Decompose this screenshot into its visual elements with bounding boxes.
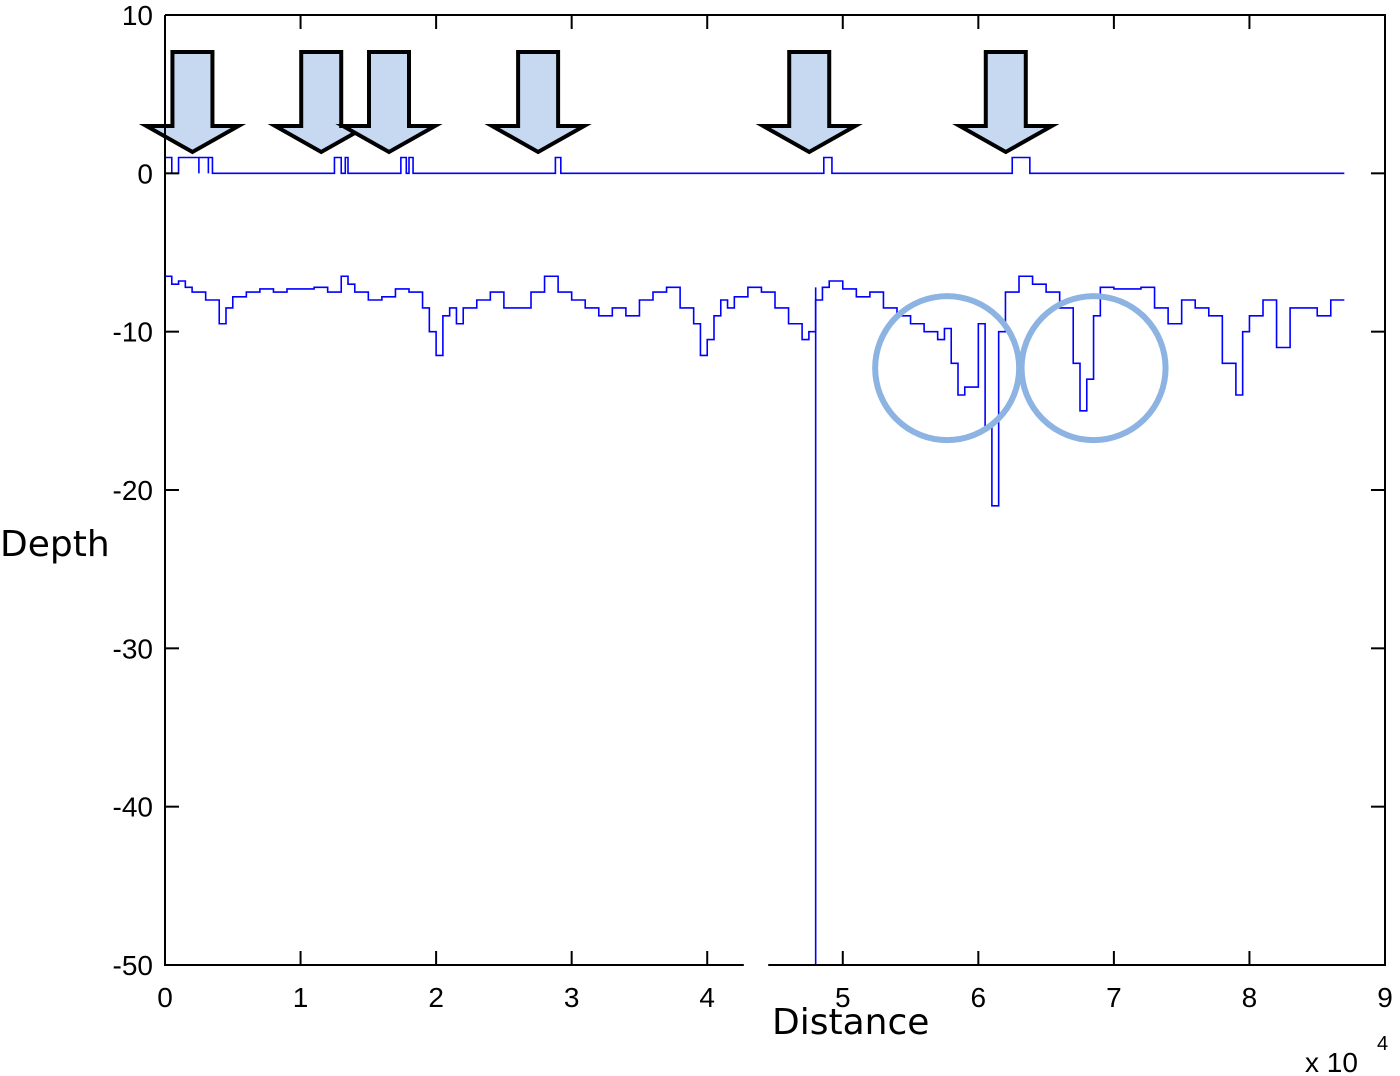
x-tick-label: 2 [428, 982, 444, 1013]
x-tick-label: 7 [1106, 982, 1122, 1013]
depth-series-line [165, 275, 1345, 507]
down-arrow-icon [755, 50, 863, 155]
plot-lines [164, 156, 1345, 965]
x-tick-label: 4 [699, 982, 715, 1013]
y-tick-label: -10 [113, 317, 153, 348]
x-tick-label: 8 [1242, 982, 1258, 1013]
x-tick-label: 6 [971, 982, 987, 1013]
x-tick-label: 5 [835, 982, 851, 1013]
y-tick-label: -20 [113, 475, 153, 506]
down-arrow-icon [138, 50, 247, 155]
indicator-series-line [164, 156, 1345, 175]
annotation-circles [872, 293, 1169, 444]
y-tick-label: 0 [137, 158, 153, 189]
x-tick-label: 9 [1377, 982, 1393, 1013]
annotation-arrows [138, 50, 1060, 155]
x-tick-label: 1 [293, 982, 309, 1013]
x-tick-label: 0 [157, 982, 173, 1013]
axes [164, 14, 1386, 966]
x-multiplier: x 10 [1305, 1047, 1358, 1076]
down-arrow-icon [952, 50, 1060, 155]
down-arrow-icon [484, 50, 592, 155]
y-tick-label: -40 [113, 792, 153, 823]
x-multiplier-exponent: 4 [1377, 1033, 1388, 1055]
down-arrow-icon [335, 50, 443, 155]
down-arrow-icon [267, 50, 375, 155]
y-tick-label: -30 [113, 633, 153, 664]
y-tick-label: 10 [122, 0, 153, 31]
highlight-circle [872, 293, 1023, 444]
x-tick-label: 3 [564, 982, 580, 1013]
y-axis-title: Depth [0, 524, 110, 565]
y-tick-label: -50 [113, 950, 153, 981]
x-axis-title: Distance [772, 1002, 929, 1043]
highlight-circle [1018, 293, 1169, 444]
tick-labels: 0 1 2 3 4 5 6 7 8 9 10 0 -10 -20 -30 -40 -50 [113, 0, 1393, 1013]
